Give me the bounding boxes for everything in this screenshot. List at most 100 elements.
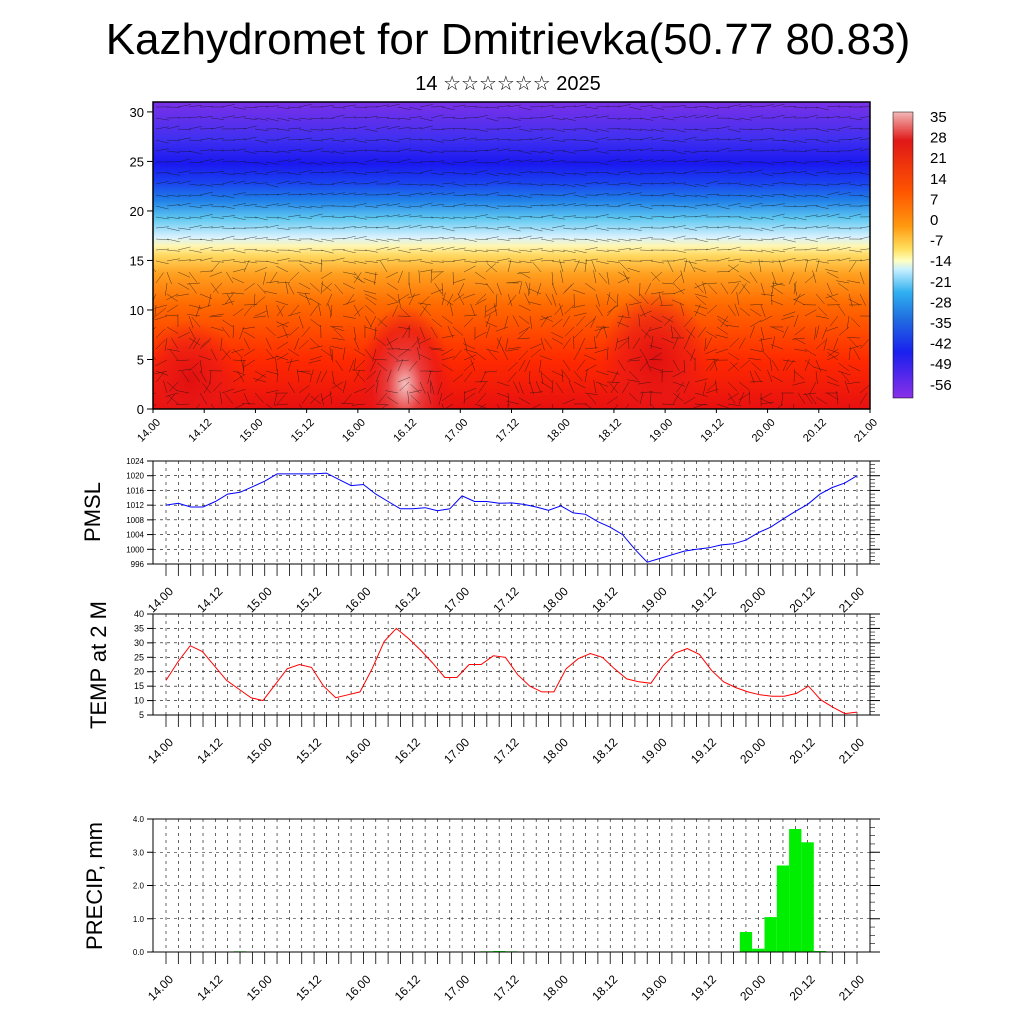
wind-barb (540, 315, 549, 328)
wind-barb (232, 249, 246, 254)
wind-barb (727, 194, 742, 196)
wind-barb (203, 381, 212, 394)
wind-barb (758, 259, 762, 273)
wind-barb (814, 326, 817, 340)
wind-barb (342, 271, 356, 275)
wind-barb (551, 139, 565, 142)
wind-barb (540, 183, 555, 185)
x-tick-label: 16.00 (342, 584, 373, 615)
wind-barb (650, 149, 665, 152)
wind-barb (441, 260, 456, 263)
wind-barb (568, 380, 575, 394)
wind-barb (431, 271, 443, 281)
wind-barb (551, 249, 565, 252)
wind-barb (826, 150, 841, 153)
wind-barb (694, 403, 709, 406)
wind-barb (672, 249, 686, 253)
wind-barb (210, 194, 224, 198)
wind-barb (804, 309, 817, 317)
wind-barb (296, 369, 300, 383)
wind-barb (485, 314, 491, 328)
wind-barb (364, 216, 379, 218)
wind-barb (287, 149, 301, 152)
wind-barb (623, 271, 630, 284)
wind-barb (793, 161, 807, 164)
wind-barb (672, 128, 686, 133)
wind-barb (562, 215, 576, 218)
wind-barb (444, 403, 454, 409)
wind-barb (760, 260, 774, 263)
wind-barb (760, 205, 775, 207)
wind-barb (243, 392, 250, 405)
wind-barb (639, 205, 653, 210)
wind-barb (221, 172, 235, 176)
x-tick-label: 15.00 (244, 972, 275, 1003)
wind-barb (474, 403, 488, 409)
wind-barb (672, 337, 679, 350)
wind-barb (220, 337, 223, 351)
wind-barb (628, 159, 642, 163)
x-tick-label: 18.12 (596, 417, 624, 445)
wind-barb (672, 392, 680, 405)
wind-barb (652, 271, 663, 281)
wind-barb (496, 128, 511, 130)
wind-barb (386, 271, 399, 278)
temp-ylabel: TEMP at 2 M (86, 601, 111, 729)
wind-barb (265, 304, 269, 318)
wind-barb (342, 192, 356, 196)
y-tick-label: 1004 (126, 531, 144, 540)
wind-barb (628, 302, 642, 306)
wind-barb (397, 117, 411, 120)
wind-barb (859, 293, 866, 306)
wind-barb (408, 161, 423, 164)
wind-barb (452, 183, 466, 187)
wind-barb (781, 392, 784, 406)
wind-barb (595, 137, 609, 141)
wind-barb (430, 379, 432, 394)
wind-barb (386, 301, 400, 306)
wind-barb (166, 293, 179, 301)
wind-barb (496, 336, 502, 350)
wind-barb (169, 381, 179, 392)
wind-barb (833, 337, 839, 351)
wind-barb (187, 314, 201, 317)
wind-barb (639, 105, 653, 108)
wind-barb (603, 325, 608, 339)
wind-barb (815, 340, 826, 350)
wind-barb (353, 387, 367, 394)
wind-barb (584, 128, 598, 133)
wind-barb (683, 381, 690, 394)
wind-barb (749, 260, 764, 262)
x-tick-label: 14.12 (194, 972, 225, 1003)
wind-barb (309, 193, 323, 196)
wind-barb (408, 293, 416, 306)
precip-bar (776, 865, 790, 952)
wind-barb (638, 314, 641, 328)
wind-barb (815, 214, 829, 218)
wind-barb (419, 381, 426, 394)
wind-barb (298, 282, 311, 290)
wind-barb (441, 236, 455, 240)
cross-section-x-axis: 14.00 14.12 15.00 15.12 16.00 16.12 17.00 17.12… (135, 409, 880, 445)
wind-barb (704, 348, 718, 355)
wind-barb (166, 139, 181, 142)
wind-barb (573, 249, 587, 254)
wind-barb (386, 180, 400, 185)
wind-barb (316, 370, 322, 384)
wind-barb (793, 348, 807, 352)
x-tick-label: 17.12 (490, 735, 521, 766)
wind-barb (815, 160, 829, 163)
wind-barb (562, 359, 571, 371)
wind-barb (297, 292, 311, 295)
wind-barb (727, 246, 741, 251)
wind-barb (155, 307, 167, 317)
wind-barb (254, 161, 268, 166)
wind-barb (155, 248, 170, 251)
wind-barb (287, 358, 293, 372)
wind-barb (155, 139, 169, 144)
wind-barb (705, 238, 720, 241)
wind-barb (667, 260, 674, 273)
wind-barb (419, 104, 433, 108)
wind-barb (408, 259, 422, 262)
wind-barb (209, 271, 223, 277)
